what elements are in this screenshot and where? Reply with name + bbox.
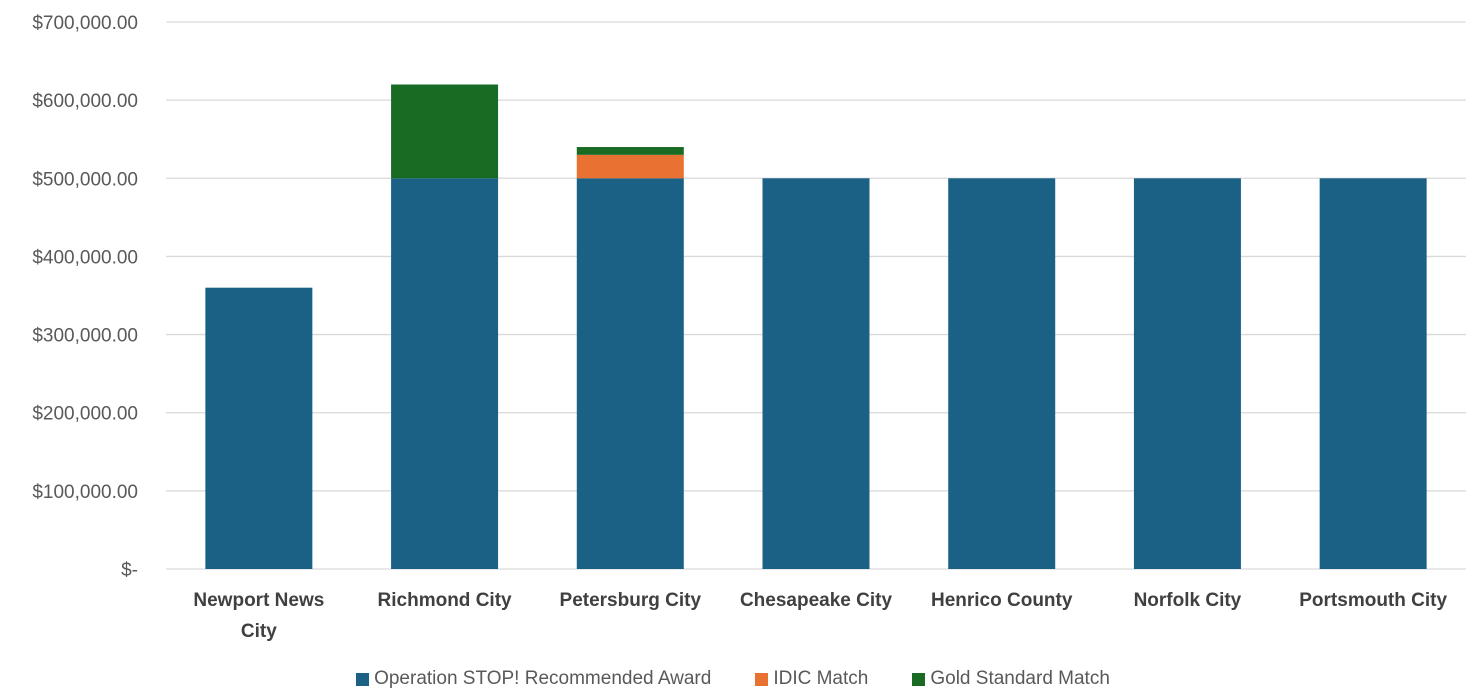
legend-swatch [912, 672, 926, 686]
legend-swatch [755, 672, 769, 686]
x-category-label: Richmond City [378, 590, 512, 611]
legend-item: IDIC Match [755, 668, 868, 690]
y-tick-label: $- [121, 560, 138, 581]
legend-label: Operation STOP! Recommended Award [374, 668, 712, 689]
bar-segment [205, 287, 313, 569]
legend-swatch [356, 672, 370, 686]
x-category-label: Henrico County [931, 590, 1073, 611]
legend-item: Operation STOP! Recommended Award [356, 668, 711, 690]
legend-label: Gold Standard Match [930, 668, 1110, 689]
y-axis-tick-labels: $- $100,000.00 $200,000.00 $300,000.00 $400,… [32, 13, 138, 581]
x-category-label: Chesapeake City [740, 590, 893, 611]
legend-label: IDIC Match [773, 668, 869, 689]
x-axis-category-labels: Newport News City Richmond City Petersburg … [193, 590, 1447, 642]
legend-item: Gold Standard Match [912, 668, 1110, 690]
y-tick-label: $300,000.00 [32, 326, 138, 347]
legend: Operation STOP! Recommended Award IDIC Ma… [0, 668, 1466, 690]
bar-segment [1319, 178, 1427, 570]
y-tick-label: $200,000.00 [32, 404, 138, 425]
x-category-label: Newport News [193, 590, 324, 611]
bar-segment [948, 178, 1056, 570]
stacked-bar-chart: $- $100,000.00 $200,000.00 $300,000.00 $400,… [32, 13, 1466, 642]
x-category-label: City [241, 621, 277, 642]
bar-segment [576, 154, 684, 179]
bar-segment [762, 178, 870, 570]
x-category-label: Portsmouth City [1299, 590, 1447, 611]
bar-segment [391, 84, 499, 179]
y-tick-label: $500,000.00 [32, 169, 138, 190]
y-tick-label: $700,000.00 [32, 13, 138, 34]
y-tick-label: $100,000.00 [32, 482, 138, 503]
bar-segment [576, 178, 684, 570]
x-category-label: Norfolk City [1134, 590, 1242, 611]
bar-segment [1133, 178, 1241, 570]
bars [205, 84, 1427, 570]
y-tick-label: $400,000.00 [32, 247, 138, 268]
x-category-label: Petersburg City [560, 590, 702, 611]
bar-segment [576, 147, 684, 155]
y-tick-label: $600,000.00 [32, 91, 138, 112]
bar-segment [391, 178, 499, 570]
